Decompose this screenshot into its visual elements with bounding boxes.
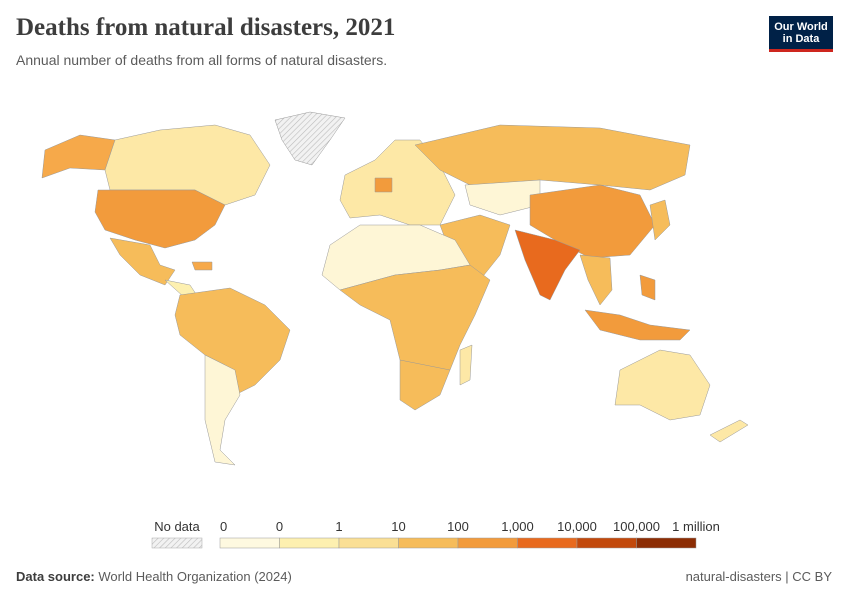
country — [374, 177, 393, 193]
source-label: Data source: — [16, 569, 95, 584]
legend-tick-label: 0 — [220, 519, 227, 534]
country — [339, 139, 456, 226]
legend-swatch — [398, 537, 459, 549]
country — [414, 124, 691, 191]
legend-swatch — [338, 537, 399, 549]
legend-no-data-swatch — [151, 537, 203, 549]
country — [579, 254, 613, 306]
country — [459, 344, 473, 386]
footer-slug: natural-disasters | CC BY — [685, 569, 832, 584]
country — [109, 237, 176, 286]
footer-source: Data source: World Health Organization (… — [16, 569, 292, 584]
logo[interactable]: Our World in Data — [769, 16, 833, 52]
legend-swatch — [219, 537, 280, 549]
country — [464, 179, 541, 216]
countries — [41, 111, 749, 466]
country — [514, 229, 581, 301]
country — [639, 274, 656, 301]
country — [204, 354, 241, 466]
legend-tick-label: 100 — [447, 519, 469, 534]
country — [649, 199, 671, 241]
source: World Health Organization (2024) — [98, 569, 292, 584]
country — [274, 111, 346, 166]
legend-tick-label: 10 — [391, 519, 405, 534]
legend-swatch — [457, 537, 518, 549]
title: Deaths from natural disasters, 2021 — [16, 14, 396, 41]
legend-swatch — [517, 537, 578, 549]
legend-tick-label: 10,000 — [557, 519, 597, 534]
legend-tick-label: 100,000 — [613, 519, 660, 534]
legend: No data 0 0 1 10 100 1,000 10,000 100,000 1 mill… — [151, 519, 720, 549]
country — [174, 287, 291, 396]
legend-tick-label: 1,000 — [501, 519, 534, 534]
country — [191, 261, 213, 271]
country — [584, 309, 691, 341]
logo-line: in Data — [782, 33, 820, 45]
legend-tick-label: 1 million — [672, 519, 720, 534]
country — [614, 349, 711, 421]
legend-no-data-label: No data — [154, 519, 200, 534]
legend-swatch — [636, 537, 697, 549]
country — [339, 264, 491, 376]
legend-swatch — [279, 537, 340, 549]
logo-line: Our World — [774, 21, 828, 33]
legend-tick-label: 1 — [335, 519, 342, 534]
legend-swatch — [576, 537, 637, 549]
country — [529, 184, 656, 259]
country — [399, 359, 451, 411]
subtitle: Annual number of deaths from all forms o… — [16, 52, 388, 68]
country — [94, 189, 226, 249]
country — [709, 419, 749, 443]
country — [41, 134, 116, 179]
legend-tick-label: 0 — [276, 519, 283, 534]
country — [104, 124, 271, 206]
